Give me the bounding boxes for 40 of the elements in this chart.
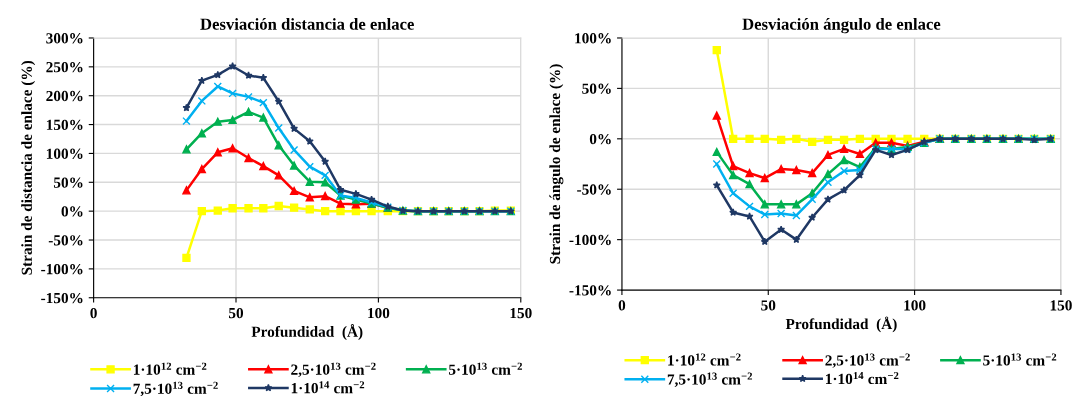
- legend-label: 1·10$^{12}$ cm$^{−2}$: [668, 353, 741, 366]
- x-tick-label: 0: [618, 300, 626, 311]
- x-axis-title: Profundidad (Å): [251, 324, 363, 340]
- y-tick-label: 0%: [61, 206, 83, 217]
- legend-label: 1·10$^{12}$ cm$^{−2}$: [133, 362, 207, 375]
- legend-label: 1·10$^{14}$ cm$^{−2}$: [291, 381, 365, 394]
- legend-label: 2,5·10$^{13}$ cm$^{−2}$: [825, 353, 910, 368]
- y-tick-label: -100%: [569, 234, 611, 246]
- y-tick-label: 200%: [46, 90, 83, 102]
- y-tick-label: 0%: [589, 133, 611, 145]
- legend-label: 5·10$^{13}$ cm$^{−2}$: [983, 353, 1057, 366]
- x-tick-label: 50: [761, 300, 776, 311]
- chart-title: Desviación distancia de enlace: [200, 18, 414, 30]
- x-axis-title: Profundidad (Å): [785, 316, 897, 333]
- x-tick-label: 100: [368, 307, 390, 319]
- y-tick-label: -100%: [41, 264, 83, 275]
- legend-label: 5·10$^{13}$ cm$^{−2}$: [448, 362, 522, 375]
- y-tick-label: -50%: [48, 235, 83, 246]
- y-tick-label: 100%: [46, 148, 83, 159]
- y-tick-label: 300%: [46, 33, 83, 44]
- x-tick-label: 50: [228, 307, 244, 319]
- y-tick-label: -150%: [569, 285, 611, 296]
- legend-label: 7,5·10$^{13}$ cm$^{−2}$: [133, 381, 218, 397]
- legend-label: 2,5·10$^{13}$ cm$^{−2}$: [291, 362, 376, 377]
- y-axis-title: Strain de ángulo de enlace (%): [549, 64, 564, 264]
- x-tick-label: 150: [1050, 300, 1072, 311]
- y-tick-label: 100%: [575, 33, 611, 44]
- y-tick-label: 150%: [46, 119, 83, 131]
- chart-title: Desviación ángulo de enlace: [742, 18, 941, 34]
- y-axis-title: Strain de distancia de enlace (%): [21, 60, 36, 275]
- y-tick-label: -150%: [41, 292, 83, 304]
- y-tick-label: 50%: [53, 177, 83, 188]
- y-tick-label: -50%: [577, 184, 611, 195]
- y-tick-label: 250%: [46, 61, 83, 73]
- legend-label: 7,5·10$^{13}$ cm$^{−2}$: [667, 372, 753, 387]
- legend-label: 1·10$^{14}$ cm$^{−2}$: [826, 371, 899, 385]
- y-tick-label: 50%: [582, 83, 611, 94]
- x-tick-label: 0: [90, 307, 97, 319]
- x-tick-label: 100: [904, 300, 926, 311]
- x-tick-label: 150: [510, 307, 532, 319]
